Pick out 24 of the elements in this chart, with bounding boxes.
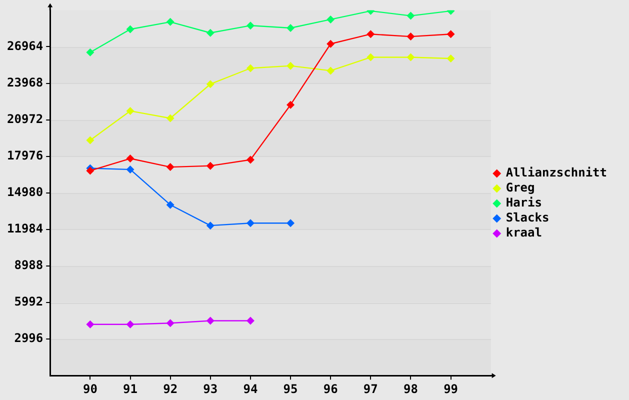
legend-label: kraal [506,226,542,240]
x-tick-label: 93 [203,382,218,396]
x-tick-label: 98 [403,382,418,396]
legend-label: Haris [506,196,542,210]
y-tick-label: 14980 [7,185,44,200]
x-tick-label: 95 [283,382,298,396]
x-tick-label: 97 [363,382,378,396]
x-tick-label: 91 [123,382,138,396]
y-tick-label: 20972 [7,112,44,126]
x-tick-label: 96 [323,382,338,396]
y-tick-label: 2996 [14,331,44,346]
legend-label: Slacks [506,210,550,225]
legend-label: Greg [506,180,535,195]
y-tick-label: 23968 [7,75,44,90]
legend-label: Allianzschnitt [506,166,608,180]
x-tick-label: 94 [243,382,258,396]
x-tick-label: 90 [82,382,98,396]
x-tick-label: 99 [444,382,458,396]
y-tick-label: 26964 [7,38,44,53]
x-tick-label: 92 [163,382,178,396]
y-tick-label: 17976 [7,148,44,162]
y-tick-label: 5992 [14,294,44,309]
y-tick-label: 11984 [7,222,44,236]
y-tick-label: 8988 [14,258,44,272]
